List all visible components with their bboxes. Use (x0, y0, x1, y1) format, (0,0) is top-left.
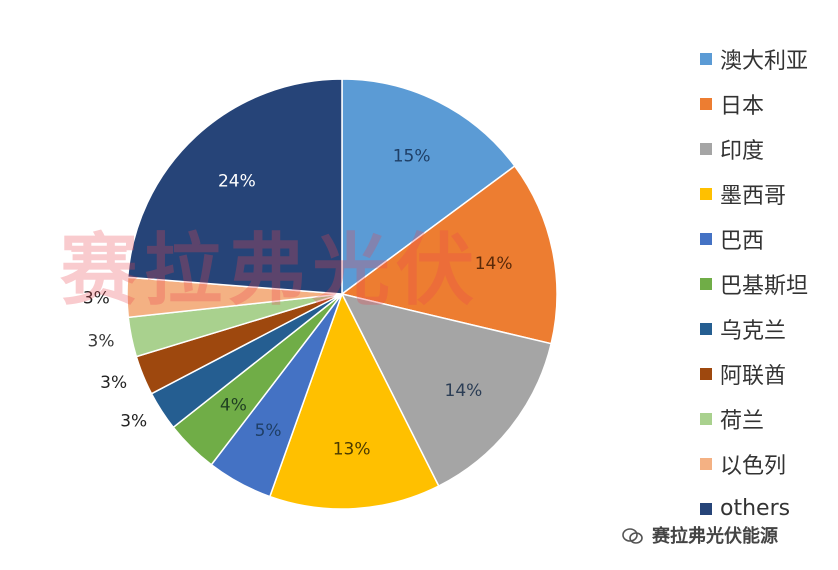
legend-item-4: 巴西 (700, 216, 836, 261)
pie-slice-label-5: 4% (220, 395, 247, 415)
legend-label-9: 以色列 (720, 453, 787, 479)
legend-label-10: others (720, 496, 791, 521)
legend-item-7: 阿联酋 (700, 351, 836, 396)
pie-slice-2 (340, 292, 553, 488)
legend-item-9: 以色列 (700, 441, 836, 486)
legend-swatch-2 (700, 142, 712, 155)
legend-swatch-0 (700, 52, 712, 65)
legend-item-3: 墨西哥 (700, 171, 836, 216)
footer-brand-text: 赛拉弗光伏能源 (652, 526, 778, 547)
legend-swatch-5 (700, 277, 712, 290)
pie-slice-label-4: 5% (255, 421, 282, 441)
footer-brand: 赛拉弗光伏能源 (622, 522, 778, 548)
legend-item-6: 乌克兰 (700, 306, 836, 351)
pie-slice-label-2: 14% (445, 381, 483, 401)
legend-swatch-10 (700, 502, 712, 515)
legend-swatch-1 (700, 97, 712, 110)
pie-slice-label-10: 24% (218, 171, 256, 191)
legend-item-1: 日本 (700, 81, 836, 126)
legend-label-5: 巴基斯坦 (720, 273, 809, 299)
legend-label-2: 印度 (720, 138, 765, 164)
pie-slice-label-3: 13% (333, 440, 371, 460)
pie-slice-10 (126, 78, 343, 295)
pie-slice-3 (268, 292, 440, 510)
wechat-icon (622, 527, 643, 544)
legend-item-8: 荷兰 (700, 396, 836, 441)
pie-slice-1 (340, 164, 558, 345)
pie-slice-label-1: 14% (475, 254, 513, 274)
chart-legend: 澳大利亚日本印度墨西哥巴西巴基斯坦乌克兰阿联酋荷兰以色列 others (700, 36, 836, 531)
legend-item-2: 印度 (700, 126, 836, 171)
legend-label-7: 阿联酋 (720, 363, 787, 389)
legend-swatch-4 (700, 232, 712, 245)
legend-item-10: others (700, 486, 836, 531)
pie-slice-label-9: 3% (83, 289, 110, 309)
legend-item-5: 巴基斯坦 (700, 261, 836, 306)
legend-label-1: 日本 (720, 93, 765, 119)
legend-swatch-7 (700, 367, 712, 380)
legend-label-6: 乌克兰 (720, 318, 787, 344)
legend-label-4: 巴西 (720, 228, 765, 254)
pie-slice-0 (341, 78, 516, 296)
legend-swatch-6 (700, 322, 712, 335)
legend-label-3: 墨西哥 (720, 183, 787, 209)
pie-slice-label-8: 3% (88, 332, 115, 352)
pie-slice-label-0: 15% (393, 147, 431, 167)
pie-slice-label-6: 3% (120, 411, 147, 431)
legend-label-8: 荷兰 (720, 408, 765, 434)
legend-item-0: 澳大利亚 (700, 36, 836, 81)
legend-swatch-3 (700, 187, 712, 200)
legend-swatch-8 (700, 412, 712, 425)
pie-slice-label-7: 3% (100, 373, 127, 393)
legend-swatch-9 (700, 457, 712, 470)
legend-label-0: 澳大利亚 (720, 48, 809, 74)
